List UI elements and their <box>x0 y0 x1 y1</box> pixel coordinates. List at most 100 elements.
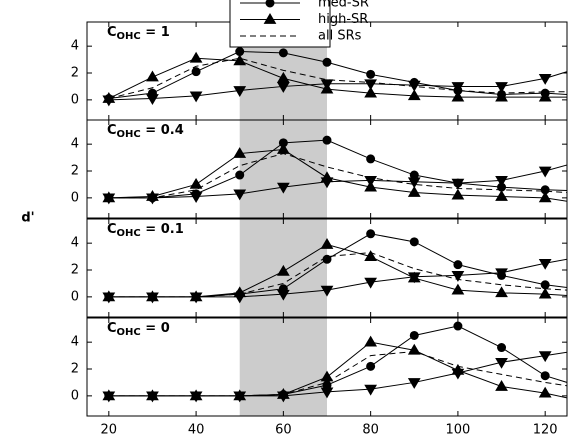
marker-triangle-up <box>407 271 421 283</box>
title-sub: OHC <box>117 228 141 239</box>
series-line <box>108 71 567 101</box>
legend-marker <box>265 0 275 8</box>
y-tick-label: 2 <box>71 362 79 377</box>
marker-triangle-up <box>451 363 465 375</box>
marker-circle <box>497 270 507 280</box>
title-main: C <box>107 25 117 40</box>
y-tick-label: 4 <box>71 236 79 251</box>
marker-triangle-down <box>538 351 552 363</box>
marker-triangle-down <box>364 384 378 396</box>
title-main: C <box>107 222 117 237</box>
legend-box <box>229 0 331 48</box>
marker-triangle-up <box>495 286 508 298</box>
marker-triangle-down <box>538 166 552 178</box>
dashed-line <box>108 351 567 397</box>
marker-circle <box>235 170 245 180</box>
marker-triangle-up <box>102 389 116 401</box>
marker-triangle-up <box>538 386 552 398</box>
dashed-line <box>108 153 567 199</box>
legend-label: all SRs <box>318 29 362 44</box>
y-tick-label: 2 <box>71 263 79 278</box>
marker-triangle-down <box>233 189 247 201</box>
marker-circle <box>409 170 419 180</box>
marker-triangle-up <box>320 370 334 382</box>
marker-triangle-up <box>102 290 116 302</box>
y-tick-label: 4 <box>71 39 79 54</box>
marker-circle <box>278 284 288 294</box>
marker-circle <box>278 48 288 58</box>
panel-frame <box>86 317 568 417</box>
marker-circle <box>366 229 376 239</box>
marker-triangle-up <box>233 54 247 66</box>
marker-circle <box>540 280 550 290</box>
marker-triangle-up <box>495 379 508 391</box>
x-tick-label: 60 <box>275 423 292 438</box>
marker-triangle-up <box>495 190 508 201</box>
marker-triangle-up <box>276 264 290 276</box>
title-rest: = 0.1 <box>141 222 184 237</box>
shaded-band <box>239 120 327 218</box>
marker-triangle-up <box>364 335 378 347</box>
panel-frame <box>86 119 568 219</box>
marker-triangle-down <box>495 357 508 369</box>
marker-circle <box>453 260 463 270</box>
marker-triangle-up <box>538 287 552 299</box>
marker-triangle-up <box>320 238 334 249</box>
marker-triangle-up <box>320 171 334 183</box>
series-line <box>108 51 567 100</box>
marker-circle <box>366 154 376 164</box>
title-main: C <box>107 123 117 138</box>
marker-circle <box>540 371 550 381</box>
y-tick-label: 2 <box>71 164 79 179</box>
panel-frame <box>86 218 568 318</box>
marker-triangle-up <box>189 389 203 401</box>
x-tick-label: 120 <box>533 423 558 438</box>
marker-triangle-up <box>364 180 378 192</box>
marker-circle <box>453 321 463 331</box>
title-rest: = 0.4 <box>141 123 184 138</box>
title-main: C <box>107 321 117 336</box>
dashed-line <box>108 252 567 298</box>
marker-circle <box>409 77 419 87</box>
marker-circle <box>191 189 201 199</box>
plot-area <box>102 47 567 107</box>
marker-circle <box>235 47 245 57</box>
marker-triangle-up <box>276 388 290 399</box>
title-sub: OHC <box>117 327 141 338</box>
marker-triangle-down <box>495 82 508 93</box>
y-tick-label: 2 <box>71 66 79 81</box>
marker-triangle-up <box>233 389 247 401</box>
marker-triangle-up <box>320 82 334 94</box>
y-tick-label: 4 <box>71 137 79 152</box>
marker-triangle-up <box>146 389 159 401</box>
marker-triangle-down <box>320 285 334 297</box>
title-sub: OHC <box>117 31 141 42</box>
marker-triangle-up <box>233 147 247 158</box>
marker-triangle-up <box>538 90 552 102</box>
marker-circle <box>366 361 376 371</box>
marker-triangle-up <box>233 286 247 298</box>
series-line <box>108 164 567 199</box>
marker-circle <box>366 69 376 79</box>
y-tick-label: 4 <box>71 335 79 350</box>
marker-triangle-up <box>189 51 203 63</box>
marker-triangle-up <box>451 188 465 200</box>
dashed-line <box>108 57 567 100</box>
plot-area <box>102 135 567 205</box>
panel-title: COHC = 0.1 <box>107 222 184 240</box>
marker-circle <box>147 88 157 98</box>
marker-triangle-up <box>538 191 552 203</box>
marker-circle <box>322 57 332 67</box>
marker-triangle-up <box>451 90 465 102</box>
plot-area <box>102 321 567 403</box>
marker-triangle-up <box>407 89 421 101</box>
marker-circle <box>322 254 332 264</box>
marker-circle <box>453 178 463 188</box>
marker-circle <box>409 330 419 340</box>
marker-triangle-up <box>146 70 159 82</box>
marker-circle <box>322 135 332 145</box>
legend-label: high-SR <box>318 12 368 27</box>
panel-title: COHC = 1 <box>107 25 170 43</box>
